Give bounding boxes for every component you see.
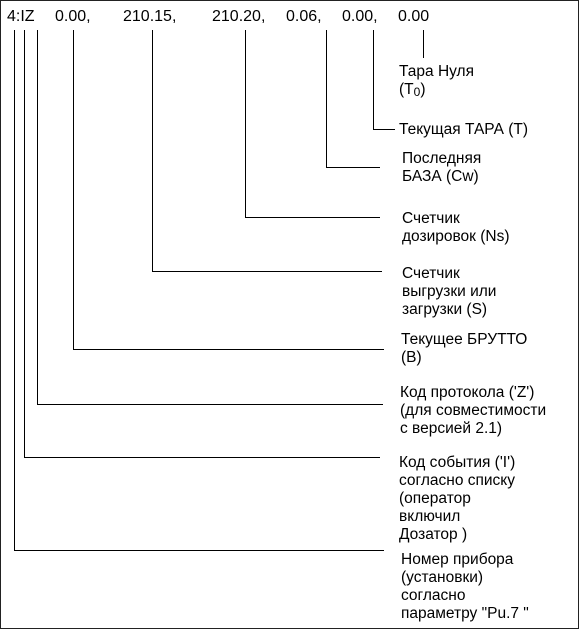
label-dose-counter: Счетчик дозировок (Ns) <box>402 210 510 245</box>
label-current-gross: Текущее БРУТТО (B) <box>401 331 528 366</box>
connector-device-number <box>14 30 384 551</box>
field-device-event-protocol: 4:IZ <box>7 8 35 25</box>
field-last-base: 0.06, <box>286 8 322 25</box>
connector-current-tare <box>373 30 395 130</box>
field-unload-counter: 210.15, <box>123 8 177 25</box>
label-protocol-code: Код протокола ('Z') (для совместимости с… <box>400 384 547 437</box>
field-tare-zero: 0.00 <box>398 8 430 25</box>
label-device-number: Номер прибора (установки) согласно парам… <box>401 551 529 622</box>
field-dose-counter: 210.20, <box>212 8 266 25</box>
connector-event-code <box>24 30 380 458</box>
label-last-base: Последняя БАЗА (Cw) <box>402 150 482 185</box>
field-current-tare: 0.00, <box>342 8 378 25</box>
label-tare-zero: Тара Нуля (T0) <box>399 63 474 99</box>
connector-protocol-code <box>37 30 383 405</box>
label-current-tare: Текущая ТАРА (T) <box>399 121 529 138</box>
label-unload-counter: Счетчик выгрузки или загрузки (S) <box>402 265 497 318</box>
connector-current-gross <box>73 30 384 350</box>
field-gross: 0.00, <box>55 8 91 25</box>
label-event-code: Код события ('I') согласно списку (опера… <box>399 454 516 543</box>
connector-dose-counter <box>245 30 380 218</box>
connector-last-base <box>326 30 380 168</box>
connector-unload-counter <box>152 30 382 272</box>
